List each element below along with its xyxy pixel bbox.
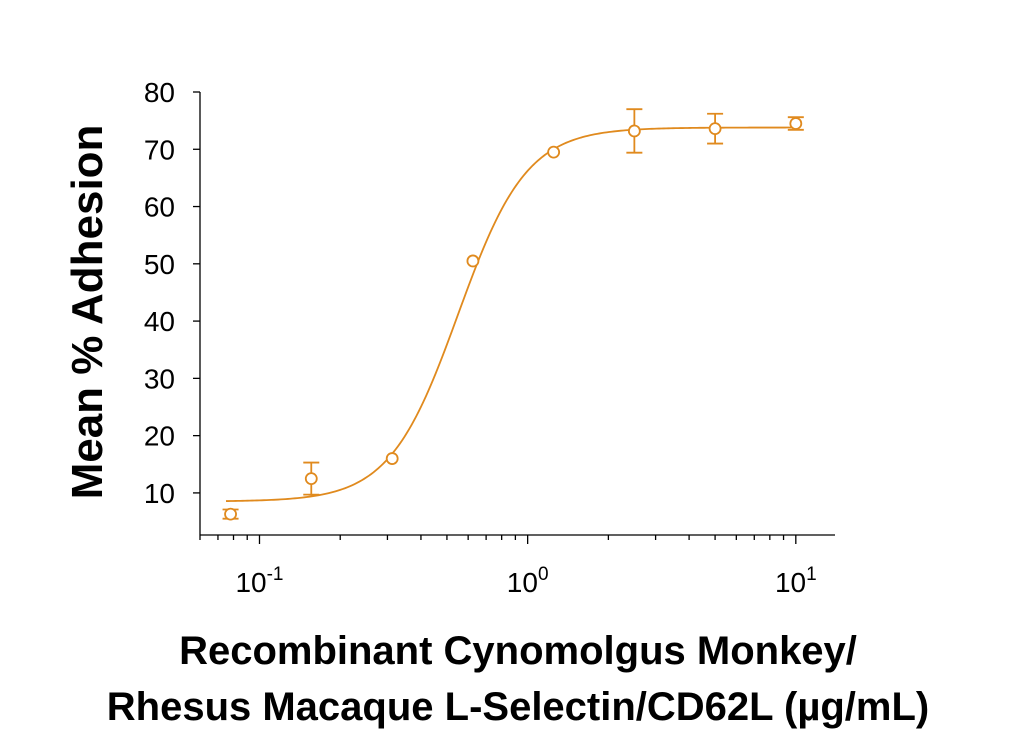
- data-points-layer: [222, 108, 804, 521]
- data-point: [708, 122, 722, 136]
- data-point-group: [222, 507, 239, 521]
- axes: [199, 92, 835, 536]
- x-tick-label: 10-1: [235, 564, 283, 598]
- x-axis-label-line-2: Rhesus Macaque L-Selectin/CD62L (µg/mL): [107, 685, 929, 729]
- y-ticks: 10 20 30 40 50 60 70 80: [144, 77, 200, 509]
- data-point-group: [303, 461, 320, 496]
- y-tick-label: 20: [144, 421, 175, 452]
- y-tick-label: 60: [144, 192, 175, 223]
- y-tick-label: 70: [144, 134, 175, 165]
- data-point: [789, 117, 803, 130]
- x-tick-label: 100: [507, 564, 549, 598]
- data-point: [304, 472, 318, 485]
- y-tick-label: 30: [144, 363, 175, 394]
- data-point-group: [707, 112, 724, 145]
- data-point: [627, 124, 641, 138]
- y-tick-label: 50: [144, 249, 175, 280]
- data-point: [466, 254, 480, 268]
- x-axis-label-line-1: Recombinant Cynomolgus Monkey/: [179, 629, 857, 673]
- fit-curve: [225, 126, 797, 502]
- x-ticks: 10-1 100 101: [199, 535, 817, 598]
- data-point-group: [466, 254, 480, 268]
- data-point: [547, 145, 561, 159]
- y-tick-label: 10: [144, 478, 175, 509]
- data-point: [385, 452, 399, 465]
- fit-curve-layer: [225, 126, 797, 502]
- y-tick-label: 40: [144, 306, 175, 337]
- data-point: [224, 507, 237, 521]
- data-point-group: [626, 108, 643, 154]
- data-point-group: [787, 116, 804, 131]
- data-point-group: [385, 452, 399, 465]
- y-axis-label: Mean % Adhesion: [63, 125, 112, 500]
- data-point-group: [547, 145, 561, 159]
- x-tick-label: 101: [775, 564, 817, 598]
- y-tick-label: 80: [144, 77, 175, 108]
